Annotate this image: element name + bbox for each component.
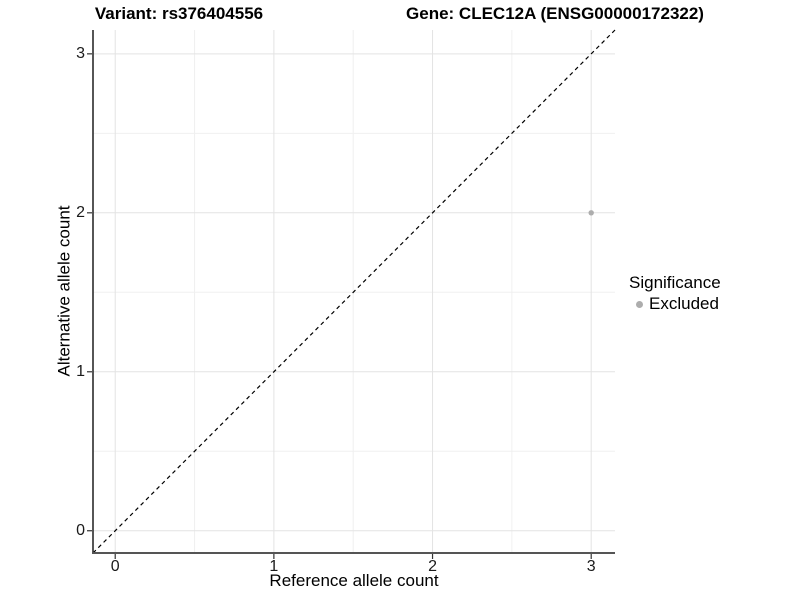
variant-title: Variant: rs376404556 [94,4,264,23]
x-tick-label: 0 [110,558,120,575]
y-tick-label: 0 [76,521,85,539]
legend-item-excluded: Excluded [629,294,721,314]
legend: Significance Excluded [629,273,721,314]
x-axis-title: Reference allele count [269,571,439,590]
identity-dashed-line [92,29,616,554]
y-axis-title: Alternative allele count [54,205,74,377]
legend-title: Significance [629,273,721,292]
legend-item-label: Excluded [649,294,719,313]
x-tick-label: 3 [586,558,596,575]
x-tick-label: 2 [428,558,437,575]
y-tick-label: 3 [76,44,85,62]
y-tick-label: 1 [76,362,85,380]
gene-title: Gene: CLEC12A (ENSG00000172322) [406,4,704,23]
excluded-point-icon [636,300,643,308]
y-tick-label: 2 [76,203,85,221]
data-point [588,210,594,216]
x-tick-label: 1 [269,558,279,575]
